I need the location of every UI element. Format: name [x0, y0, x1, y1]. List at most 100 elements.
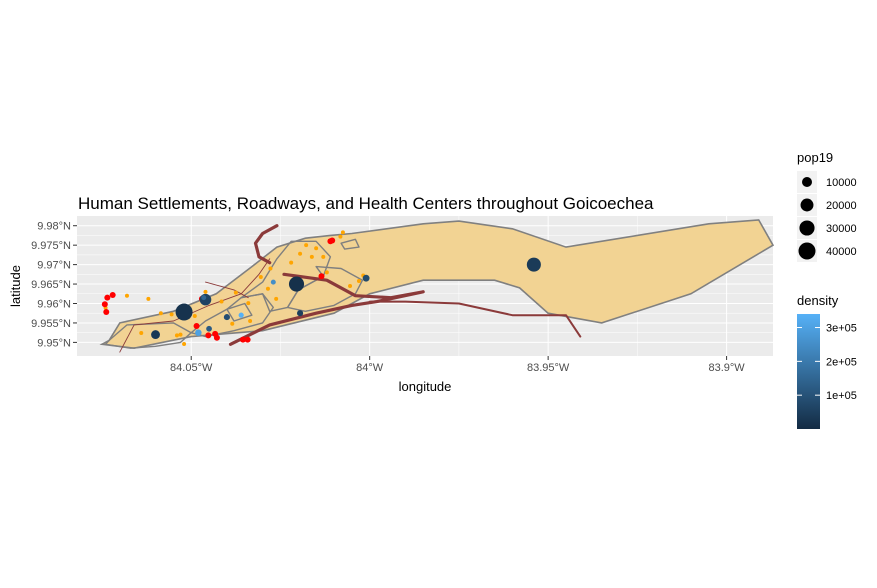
legend-color-title: density [797, 293, 839, 308]
legend-size-title: pop19 [797, 150, 833, 165]
health-center-point [230, 321, 235, 326]
health-center-point [109, 291, 116, 298]
health-center-point [258, 275, 263, 280]
x-axis-ticks: 84.05°W 84°W 83.95°W 83.9°W [170, 356, 745, 374]
human-settlements [151, 257, 541, 340]
legend-size-label: 40000 [826, 246, 857, 258]
health-center-point [239, 336, 246, 343]
legend-size-label: 30000 [826, 223, 857, 235]
health-center-point [338, 234, 343, 239]
y-axis-label: latitude [8, 265, 23, 307]
y-tick-label: 9.975°N [31, 240, 71, 252]
settlement-point [199, 293, 212, 306]
y-axis-ticks: 9.95°N 9.955°N 9.96°N 9.965°N 9.97°N 9.975°N 9… [31, 221, 77, 349]
y-tick-label: 9.98°N [37, 221, 71, 233]
health-center-point [356, 278, 361, 283]
health-center-point [304, 243, 309, 248]
roadways [119, 224, 582, 353]
y-tick-label: 9.965°N [31, 279, 71, 291]
goicoechea-boundary [99, 219, 775, 350]
settlement-point [175, 303, 193, 321]
road-line [368, 300, 582, 338]
health-center-point [124, 293, 129, 298]
settlement-point [297, 310, 304, 317]
health-center-point [139, 331, 144, 336]
legend-size-symbol [802, 177, 812, 187]
health-center-point [246, 301, 251, 306]
health-center-point [182, 341, 187, 346]
health-center-point [103, 309, 110, 316]
x-tick-label: 83.95°W [527, 362, 570, 374]
health-center-point [174, 333, 179, 338]
road-line [205, 281, 249, 299]
health-center-point [219, 299, 224, 304]
health-center-point [193, 323, 200, 330]
x-tick-label: 84.05°W [170, 362, 213, 374]
health-center-point [340, 230, 345, 235]
health-center-point [233, 290, 238, 295]
settlement-point [201, 295, 207, 301]
x-tick-label: 83.9°W [708, 362, 745, 374]
health-center-point [265, 286, 270, 291]
settlement-point [151, 330, 160, 340]
health-center-point [348, 284, 353, 288]
health-center-point [158, 311, 163, 316]
health-center-point [213, 334, 220, 341]
health-center-point [268, 266, 273, 271]
settlement-point [362, 274, 370, 282]
x-tick-label: 84°W [356, 362, 384, 374]
y-tick-label: 9.97°N [37, 260, 71, 272]
settlement-point [270, 279, 276, 285]
health-center-point [298, 251, 303, 256]
settlement-point [238, 312, 244, 318]
health-center-point [289, 260, 294, 265]
legend-size-symbol [800, 198, 814, 212]
region-polygon [99, 219, 775, 350]
health-center-point [321, 254, 326, 259]
legend-color-label: 3e+05 [826, 323, 857, 335]
health-center-point [178, 332, 183, 337]
health-center-point [248, 319, 253, 323]
road-line [253, 224, 279, 265]
district-boundaries [104, 238, 364, 349]
health-center-point [101, 301, 108, 308]
legend-size-symbol [798, 242, 816, 260]
x-axis-label: longitude [399, 379, 452, 394]
health-center-point [274, 296, 279, 301]
health-center-point [324, 270, 329, 275]
legend-size-symbol [799, 220, 815, 236]
y-tick-label: 9.96°N [37, 299, 71, 311]
health-center-point [318, 273, 325, 280]
settlement-point [206, 325, 212, 332]
health-center-point [192, 313, 197, 318]
district-polygon [286, 265, 364, 312]
y-tick-label: 9.95°N [37, 337, 71, 349]
legend-color-label: 1e+05 [826, 390, 857, 402]
health-center-point [169, 312, 174, 317]
road-line [119, 258, 271, 353]
health-center-point [244, 336, 251, 343]
legend-size-label: 20000 [826, 200, 857, 212]
health-center-point [327, 238, 334, 245]
health-center-point [203, 289, 208, 294]
health-center-point [314, 246, 319, 251]
district-polygon [190, 293, 274, 338]
settlement-point [195, 329, 202, 336]
legend-size-label: 10000 [826, 177, 857, 189]
health-center-point [104, 294, 111, 301]
district-polygon [240, 240, 332, 312]
legend-color-bar [797, 314, 820, 429]
y-tick-label: 9.955°N [31, 318, 71, 330]
district-polygon [226, 302, 253, 322]
health-center-point [146, 296, 151, 301]
district-polygon [340, 238, 360, 250]
legend-color-label: 2e+05 [826, 356, 857, 368]
health-center-point [205, 332, 212, 339]
road-line [228, 272, 425, 346]
map-title: Human Settlements, Roadways, and Health … [78, 194, 654, 213]
health-center-point [309, 254, 314, 259]
health-centers [101, 230, 366, 346]
settlement-point [288, 276, 305, 292]
legend-size: 10000 20000 30000 40000 [797, 171, 857, 262]
